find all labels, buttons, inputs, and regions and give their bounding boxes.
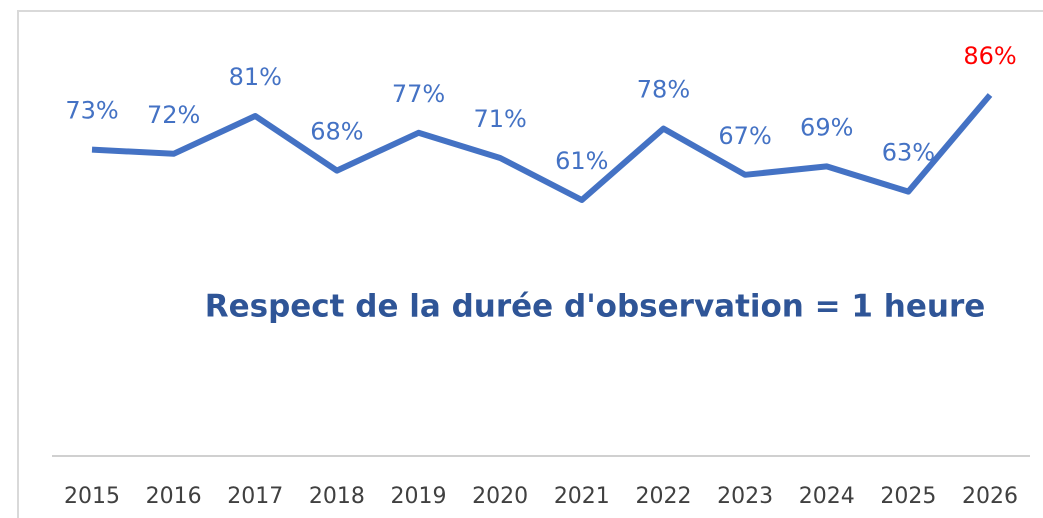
data-label: 86% bbox=[963, 42, 1016, 70]
x-tick-label: 2025 bbox=[880, 484, 936, 509]
data-label: 71% bbox=[474, 105, 527, 133]
x-tick-label: 2016 bbox=[146, 484, 202, 509]
annotation: Respect de la durée d'observation = 1 he… bbox=[205, 289, 986, 325]
x-tick-label: 2019 bbox=[391, 484, 447, 509]
data-label: 78% bbox=[637, 76, 690, 104]
data-label: 72% bbox=[147, 101, 200, 129]
x-tick-label: 2017 bbox=[227, 484, 283, 509]
data-label: 81% bbox=[229, 63, 282, 91]
data-label: 61% bbox=[555, 147, 608, 175]
frame bbox=[17, 10, 1043, 518]
x-tick-label: 2018 bbox=[309, 484, 365, 509]
x-tick-label: 2021 bbox=[554, 484, 610, 509]
x-tick-label: 2023 bbox=[717, 484, 773, 509]
data-label: 68% bbox=[310, 118, 363, 146]
data-label: 69% bbox=[800, 113, 853, 141]
line bbox=[91, 93, 993, 203]
x-tick-label: 2015 bbox=[64, 484, 120, 509]
x-tick-label: 2026 bbox=[962, 484, 1018, 509]
x-tick-label: 2020 bbox=[472, 484, 528, 509]
data-label: 67% bbox=[718, 122, 771, 150]
data-label: 77% bbox=[392, 80, 445, 108]
x-tick-label: 2024 bbox=[799, 484, 855, 509]
data-label: 63% bbox=[882, 139, 935, 167]
data-label: 73% bbox=[65, 97, 118, 125]
x-tick-label: 2022 bbox=[635, 484, 691, 509]
